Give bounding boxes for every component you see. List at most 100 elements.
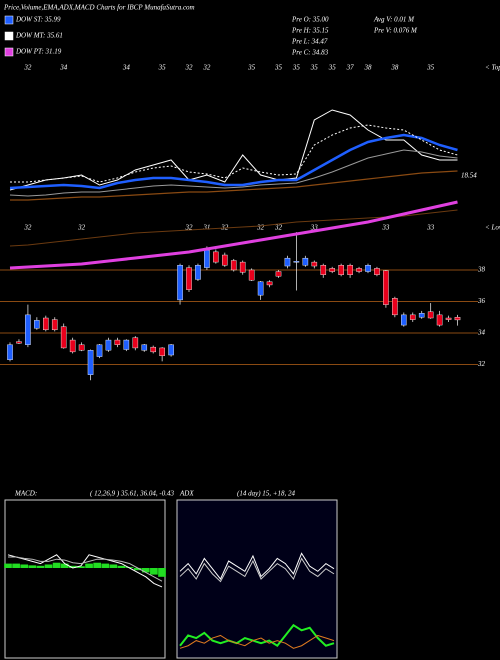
candle-body bbox=[78, 344, 85, 351]
top-label: 32 bbox=[202, 64, 211, 72]
low-label: 32 bbox=[274, 224, 283, 232]
candle-body bbox=[195, 265, 201, 280]
line-series bbox=[10, 124, 458, 183]
histogram-bar bbox=[93, 562, 102, 568]
candle-body bbox=[105, 339, 112, 351]
candle-body bbox=[275, 271, 282, 277]
histogram-bar bbox=[4, 563, 12, 568]
candle-body bbox=[454, 317, 461, 321]
legend-label: DOW PT: 31.19 bbox=[15, 48, 62, 56]
histogram-bar bbox=[109, 564, 118, 568]
top-label: 35 bbox=[158, 64, 167, 72]
candle-body bbox=[25, 314, 31, 345]
info-text: Avg V: 0.01 M bbox=[373, 16, 415, 24]
candle-body bbox=[257, 281, 264, 296]
top-label: 32 bbox=[185, 64, 194, 72]
top-label: 35 bbox=[426, 64, 435, 72]
candle-body bbox=[159, 347, 165, 357]
candle-body bbox=[239, 261, 246, 273]
top-label: 35 bbox=[310, 64, 319, 72]
candle-body bbox=[96, 344, 103, 357]
candle-body bbox=[293, 261, 300, 263]
candle-body bbox=[132, 337, 139, 349]
candle-body bbox=[221, 254, 228, 266]
chart-title: Price,Volume,EMA,ADX,MACD Charts for IBC… bbox=[3, 4, 195, 12]
candle-body bbox=[60, 326, 67, 349]
candle-body bbox=[365, 265, 371, 272]
tops-label: < Tops bbox=[485, 64, 500, 72]
candle-body bbox=[392, 298, 398, 316]
candle-body bbox=[436, 314, 443, 326]
low-label: 33 bbox=[310, 224, 319, 232]
line-series bbox=[8, 556, 163, 582]
histogram-bar bbox=[60, 563, 69, 568]
histogram-bar bbox=[117, 565, 126, 568]
candle-body bbox=[284, 257, 291, 267]
info-text: Pre L: 34.47 bbox=[291, 38, 328, 46]
top-label: 35 bbox=[292, 64, 301, 72]
legend-swatch bbox=[4, 47, 14, 57]
histogram-bar bbox=[101, 563, 110, 568]
histogram-bar bbox=[44, 564, 53, 568]
low-label: 32 bbox=[185, 224, 194, 232]
candle-body bbox=[329, 268, 336, 272]
histogram-bar bbox=[52, 562, 61, 568]
candle-body bbox=[213, 251, 219, 263]
info-text: Pre O: 35.00 bbox=[291, 16, 329, 24]
candle-body bbox=[34, 320, 40, 329]
candle-body bbox=[356, 268, 362, 272]
candle-body bbox=[7, 344, 13, 360]
histogram-bar bbox=[150, 568, 158, 575]
line-series bbox=[179, 634, 335, 649]
candle-body bbox=[186, 267, 192, 290]
candle-body bbox=[374, 268, 380, 275]
low-label: 32 bbox=[77, 224, 86, 232]
candle-body bbox=[320, 265, 327, 275]
histogram-bar bbox=[141, 568, 150, 573]
candle-body bbox=[123, 339, 130, 350]
info-text: Pre V: 0.076 M bbox=[373, 27, 418, 35]
top-label: 34 bbox=[59, 64, 68, 72]
line-series bbox=[179, 552, 335, 580]
low-label: 32 bbox=[256, 224, 265, 232]
candle-body bbox=[266, 281, 273, 286]
top-label: 38 bbox=[390, 64, 399, 72]
candle-body bbox=[177, 265, 183, 301]
low-label: 33 bbox=[426, 224, 435, 232]
candle-body bbox=[311, 261, 318, 267]
candle-body bbox=[204, 250, 210, 268]
low-label: 32 bbox=[23, 224, 32, 232]
low-label: 31 bbox=[202, 224, 210, 232]
candle-body bbox=[87, 350, 94, 375]
candle-body bbox=[445, 317, 452, 320]
info-text: Pre H: 35.15 bbox=[291, 27, 329, 35]
low-label: 33 bbox=[381, 224, 390, 232]
legend-label: DOW ST: 35.99 bbox=[15, 16, 61, 24]
y-tick-label: 38 bbox=[477, 266, 486, 274]
histogram-bar bbox=[158, 568, 166, 577]
line-series bbox=[10, 170, 458, 201]
candle-body bbox=[150, 346, 157, 353]
adx-title: ADX bbox=[179, 490, 194, 498]
macd-subtitle: ( 12,26,9 ) 35.61, 36.04, -0.43 bbox=[90, 490, 174, 498]
legend-swatch bbox=[4, 31, 14, 41]
top-label: 35 bbox=[247, 64, 256, 72]
candle-body bbox=[338, 265, 344, 275]
annotation: 18.54 bbox=[461, 172, 477, 180]
top-label: 32 bbox=[23, 64, 32, 72]
candle-body bbox=[347, 265, 353, 275]
candle-body bbox=[43, 317, 49, 331]
line-series bbox=[9, 149, 458, 197]
candle-body bbox=[168, 344, 174, 356]
adx-panel bbox=[176, 499, 338, 659]
line-series bbox=[9, 133, 458, 190]
candle-body bbox=[51, 319, 58, 331]
histogram-bar bbox=[12, 563, 20, 568]
line-series bbox=[9, 200, 458, 270]
lows-label: < Lows bbox=[485, 224, 500, 232]
line-series bbox=[9, 109, 458, 191]
candle-body bbox=[114, 339, 121, 345]
candle-body bbox=[401, 314, 407, 326]
candle-body bbox=[248, 269, 255, 281]
info-text: Pre C: 34.83 bbox=[291, 49, 329, 57]
